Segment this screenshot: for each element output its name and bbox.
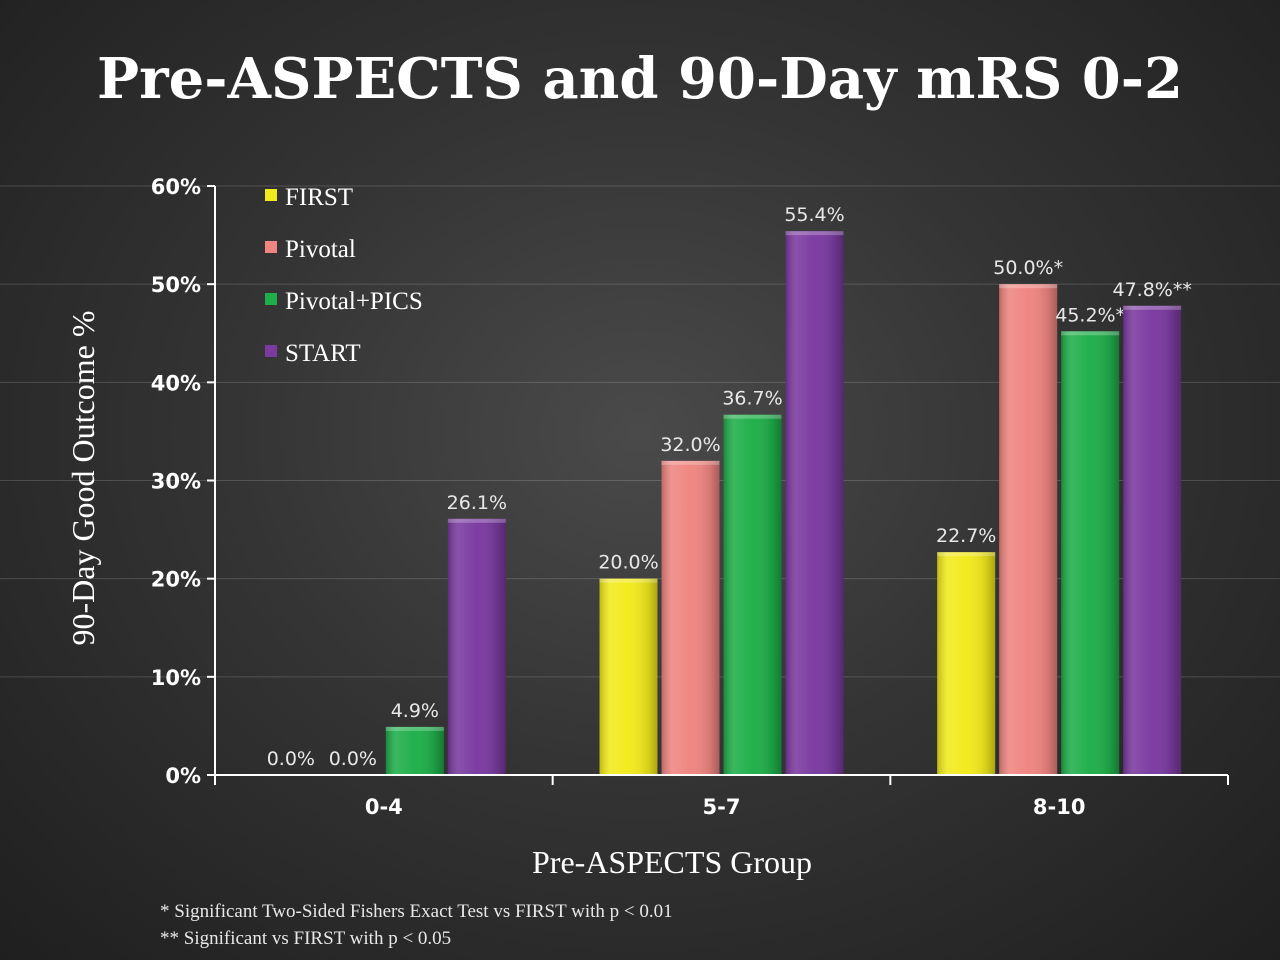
x-tick-label: 8-10 (1033, 795, 1086, 819)
bar-shading (1123, 305, 1182, 775)
bar-top-bevel (661, 460, 720, 465)
y-tick-label: 60% (151, 175, 201, 199)
axes: 0% 10% 20% 30% 40% 50% 60% 0-4 5-7 8-10 (151, 175, 1229, 819)
bars: 0.0% 0.0% 4.9% 26.1% 20.0% 32.0% 36.7% 55.4% 22.… (267, 204, 1192, 775)
bar-shading (599, 578, 658, 775)
data-label: 20.0% (598, 552, 658, 574)
legend-swatch (265, 345, 277, 357)
bar-shading (1061, 331, 1120, 775)
bar-top-bevel (599, 578, 658, 583)
bar-shading (447, 518, 506, 775)
data-label: 22.7% (936, 525, 996, 547)
y-tick-label: 30% (151, 470, 201, 494)
legend-label: Pivotal (285, 236, 356, 263)
legend-swatch (265, 241, 277, 253)
footnote-1: * Significant Two-Sided Fishers Exact Te… (160, 901, 673, 922)
legend: FIRST Pivotal Pivotal+PICS START (265, 184, 423, 367)
bar-top-bevel (785, 231, 844, 236)
legend-label: START (285, 340, 361, 367)
data-label: 26.1% (447, 492, 507, 514)
data-label: 4.9% (391, 700, 439, 722)
data-label: 50.0%* (993, 257, 1063, 279)
y-tick-label: 10% (151, 666, 201, 690)
bar-top-bevel (723, 414, 782, 419)
bar-top-bevel (385, 726, 444, 731)
bar-shading (385, 726, 444, 775)
legend-label: FIRST (285, 184, 353, 211)
bar-top-bevel (1061, 331, 1120, 336)
data-label: 32.0% (660, 434, 720, 456)
bar-top-bevel (999, 284, 1058, 289)
y-tick-label: 50% (151, 273, 201, 297)
bar-shading (937, 552, 996, 775)
chart-title: Pre-ASPECTS and 90-Day mRS 0-2 (97, 46, 1183, 112)
data-label: 47.8%** (1112, 279, 1191, 301)
bar-shading (723, 414, 782, 775)
legend-swatch (265, 293, 277, 305)
x-tick-label: 0-4 (365, 795, 403, 819)
bar-top-bevel (1123, 305, 1182, 310)
bar-shading (999, 284, 1058, 775)
data-label: 0.0% (329, 748, 377, 770)
data-label: 55.4% (784, 204, 844, 226)
x-axis-label: Pre-ASPECTS Group (532, 844, 812, 880)
data-label: 36.7% (722, 388, 782, 410)
legend-swatch (265, 189, 277, 201)
data-label: 45.2%* (1055, 304, 1125, 326)
bar-top-bevel (447, 518, 506, 523)
data-label: 0.0% (267, 748, 315, 770)
bar-shading (661, 460, 720, 775)
y-tick-label: 0% (165, 764, 201, 788)
y-axis-label: 90-Day Good Outcome % (65, 310, 101, 645)
bar-top-bevel (937, 552, 996, 557)
legend-label: Pivotal+PICS (285, 288, 423, 315)
y-tick-label: 40% (151, 371, 201, 395)
footnote-2: ** Significant vs FIRST with p < 0.05 (160, 928, 452, 949)
y-tick-label: 20% (151, 568, 201, 592)
x-tick-label: 5-7 (703, 795, 741, 819)
bar-shading (785, 231, 844, 775)
